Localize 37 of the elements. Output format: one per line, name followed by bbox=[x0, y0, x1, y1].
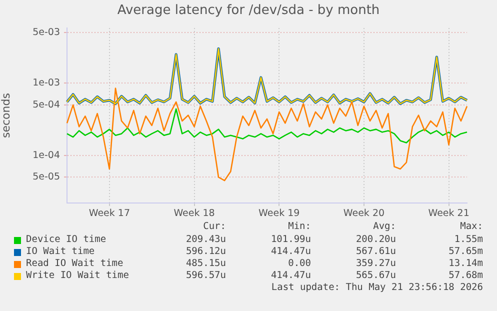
y-tick-label: 1e-03 bbox=[32, 78, 60, 89]
text: 57.65m bbox=[448, 246, 483, 258]
text: 414.47u bbox=[270, 246, 311, 258]
y-tick-label: 5e-03 bbox=[32, 27, 60, 38]
text: 209.43u bbox=[186, 234, 226, 246]
x-tick-label: Week 21 bbox=[428, 208, 470, 220]
text: Last update: Thu May 21 23:56:18 2026 bbox=[271, 282, 483, 294]
text: Max: bbox=[460, 221, 483, 233]
y-tick-label: 5e-04 bbox=[32, 99, 60, 110]
legend-label: Read IO Wait time bbox=[26, 258, 124, 270]
y-axis-title: seconds bbox=[0, 92, 12, 138]
text: Avg: bbox=[373, 221, 396, 233]
x-tick-label: Week 19 bbox=[258, 208, 300, 220]
legend-label: Device IO time bbox=[26, 234, 106, 246]
text: 359.27u bbox=[356, 258, 396, 270]
text: 596.57u bbox=[186, 270, 226, 282]
text: 13.14m bbox=[448, 258, 483, 270]
text: 596.12u bbox=[186, 246, 226, 258]
x-tick-label: Week 20 bbox=[343, 208, 385, 220]
text: 1.55m bbox=[454, 234, 483, 246]
text: 565.67u bbox=[356, 270, 396, 282]
x-tick-label: Week 17 bbox=[88, 208, 130, 220]
y-tick-label: 5e-05 bbox=[32, 172, 60, 183]
text: 101.99u bbox=[270, 234, 311, 246]
x-tick-label: Week 18 bbox=[174, 208, 215, 220]
text: 200.20u bbox=[356, 234, 396, 246]
text: 57.68m bbox=[448, 270, 483, 282]
legend-label: Write IO Wait time bbox=[26, 270, 129, 282]
text: Cur: bbox=[203, 221, 226, 233]
text: Min: bbox=[288, 221, 311, 233]
text: 414.47u bbox=[270, 270, 311, 282]
legend-label: IO Wait time bbox=[26, 246, 95, 258]
y-tick-label: 1e-04 bbox=[32, 150, 60, 161]
text: 0.00 bbox=[288, 258, 311, 270]
text: 485.15u bbox=[186, 258, 226, 270]
chart-title: Average latency for /dev/sda - by month bbox=[116, 3, 381, 18]
text: 567.61u bbox=[356, 246, 396, 258]
